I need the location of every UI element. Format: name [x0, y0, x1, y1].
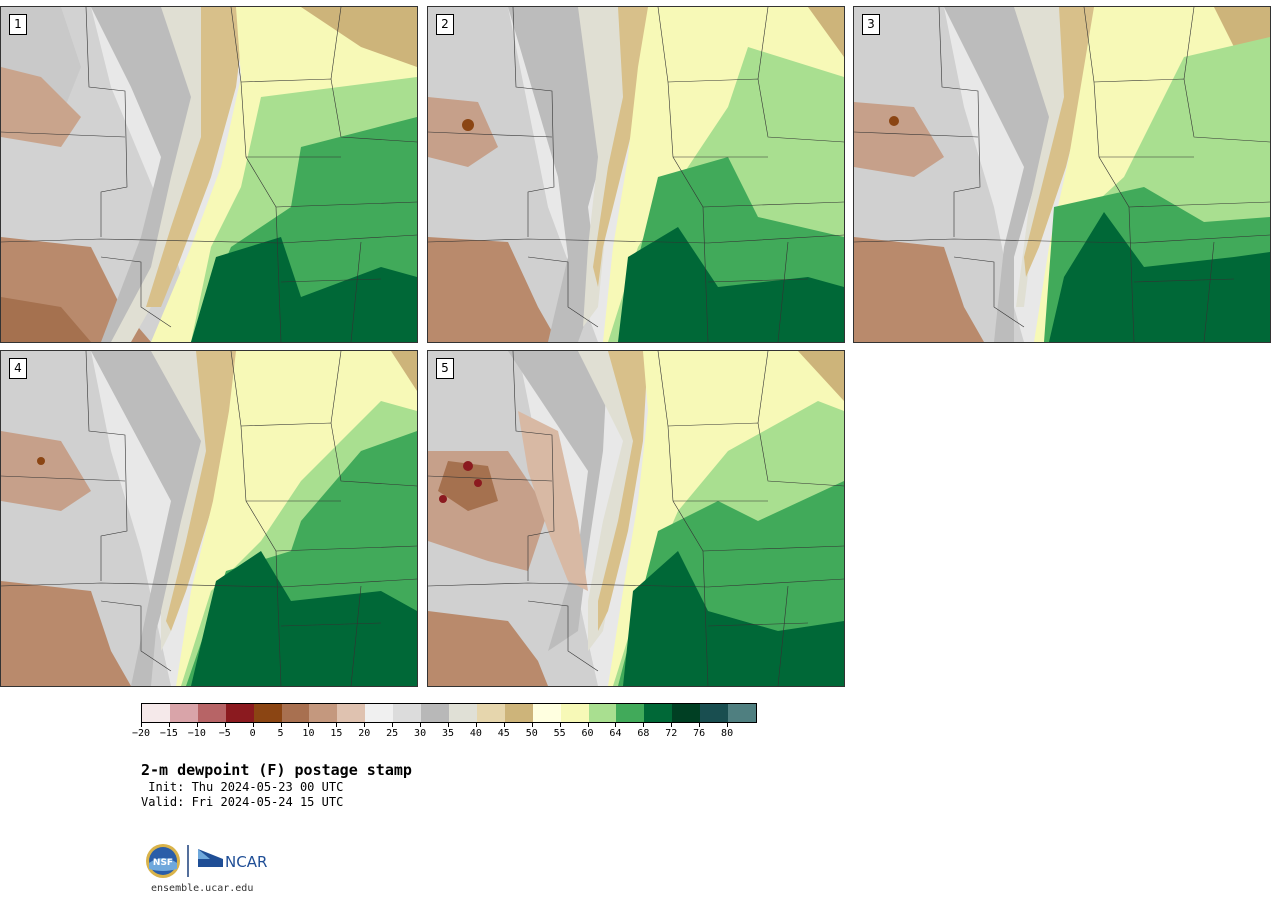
valid-time: Valid: Fri 2024-05-24 15 UTC [141, 795, 344, 809]
colorbar-segment [700, 704, 729, 722]
colorbar-tick-label: −5 [218, 728, 231, 739]
colorbar-tick [643, 722, 645, 727]
colorbar-tick-label: −15 [159, 728, 178, 739]
colorbar-segment [588, 704, 617, 722]
colorbar-tick [727, 722, 729, 727]
colorbar-tick-label: 60 [581, 728, 594, 739]
colorbar-tick-label: 45 [497, 728, 510, 739]
colorbar-tick [559, 722, 561, 727]
postage-stamp-panel-3: 3 [853, 6, 1271, 343]
panel-number-label: 5 [436, 358, 454, 379]
postage-stamp-panel-4: 4 [0, 350, 418, 687]
postage-stamp-panel-2: 2 [427, 6, 845, 343]
colorbar-tick-label: −20 [131, 728, 151, 739]
colorbar-tick-label: 40 [469, 728, 482, 739]
ncar-logo-text: NCAR [225, 853, 267, 871]
colorbar-segment [309, 704, 338, 722]
colorbar-tick [364, 722, 366, 727]
colorbar-tick-label: 55 [553, 728, 566, 739]
colorbar-ticks: −20 −15 −10 −5 0 5 10 15 20 25 30 35 40 45 50 55 60 64 68 7… [132, 722, 755, 742]
colorbar-tick [336, 722, 338, 727]
colorbar-segment [728, 704, 756, 722]
colorbar-tick-label: 80 [721, 728, 734, 739]
colorbar-segment [532, 704, 561, 722]
colorbar-tick-label: 5 [277, 728, 284, 739]
colorbar-tick [420, 722, 422, 727]
dewpoint-map-4 [1, 351, 417, 686]
dewpoint-map-5 [428, 351, 844, 686]
panel-number-label: 3 [862, 14, 880, 35]
colorbar-segment [225, 704, 254, 722]
colorbar-tick-label: 35 [441, 728, 455, 739]
postage-stamp-panel-1: 1 [0, 6, 418, 343]
colorbar-segment [365, 704, 394, 722]
init-time: Init: Thu 2024-05-23 00 UTC [141, 780, 344, 794]
postage-stamp-panel-5: 5 [427, 350, 845, 687]
colorbar-segment [560, 704, 589, 722]
colorbar-tick [503, 722, 505, 727]
colorbar-segment [281, 704, 310, 722]
colorbar-tick [448, 722, 449, 727]
colorbar-segment [142, 704, 170, 722]
colorbar-tick-label: 76 [693, 728, 706, 739]
colorbar-tick [141, 722, 142, 727]
nsf-logo-text: NSF [153, 858, 173, 868]
colorbar-tick-label: 15 [330, 728, 343, 739]
colorbar-tick-label: 68 [637, 728, 650, 739]
colorbar-tick-label: 50 [525, 728, 538, 739]
colorbar-tick [224, 722, 226, 727]
colorbar-tick-label: 25 [386, 728, 399, 739]
dewpoint-map-2 [428, 7, 844, 342]
colorbar-tick-label: 64 [609, 728, 622, 739]
colorbar-tick [615, 722, 617, 727]
colorbar-tick [699, 722, 701, 727]
colorbar-tick-label: 20 [358, 728, 371, 739]
colorbar-tick [531, 722, 533, 727]
colorbar-segment [672, 704, 701, 722]
colorbar-segment [421, 704, 449, 722]
colorbar-segment [476, 704, 505, 722]
colorbar-segment [169, 704, 198, 722]
colorbar-tick-label: 72 [665, 728, 678, 739]
colorbar-tick [587, 722, 589, 727]
colorbar-tick [475, 722, 477, 727]
colorbar-segment [337, 704, 366, 722]
colorbar-segment [504, 704, 533, 722]
colorbar-segment [616, 704, 645, 722]
colorbar-segment [448, 704, 477, 722]
colorbar-tick [252, 722, 254, 727]
colorbar-tick [308, 722, 310, 727]
colorbar-tick-label: −10 [187, 728, 206, 739]
colorbar-tick-label: 10 [302, 728, 315, 739]
footer-url: ensemble.ucar.edu [151, 883, 254, 894]
colorbar-tick [671, 722, 673, 727]
colorbar-segment [644, 704, 673, 722]
colorbar-tick [392, 722, 394, 727]
nsf-ncar-logo: NSF NCAR [145, 843, 275, 879]
colorbar-tick [196, 722, 198, 727]
colorbar-tick [168, 722, 170, 727]
colorbar-segment [253, 704, 282, 722]
panel-number-label: 1 [9, 14, 27, 35]
colorbar-tick-label: 0 [249, 728, 256, 739]
colorbar-tick-label: 30 [414, 728, 427, 739]
colorbar-segment [197, 704, 226, 722]
panel-number-label: 4 [9, 358, 27, 379]
dewpoint-map-3 [854, 7, 1270, 342]
nsf-ncar-logo-icon: NSF NCAR [146, 844, 267, 878]
dewpoint-map-1 [1, 7, 417, 342]
colorbar-tick [280, 722, 282, 727]
dewpoint-colorbar [141, 703, 757, 723]
figure-title: 2-m dewpoint (F) postage stamp [141, 761, 412, 779]
colorbar-segment [393, 704, 422, 722]
panel-number-label: 2 [436, 14, 454, 35]
